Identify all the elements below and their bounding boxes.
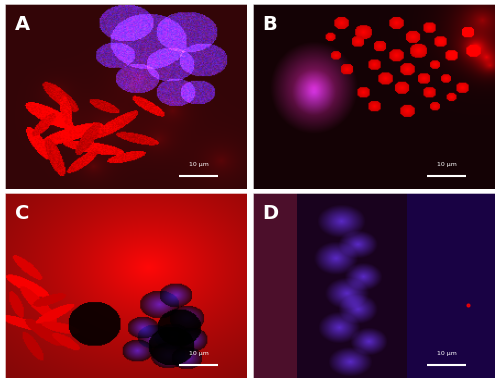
- Text: 10 μm: 10 μm: [188, 162, 208, 167]
- Text: 10 μm: 10 μm: [436, 351, 456, 356]
- Text: 10 μm: 10 μm: [436, 162, 456, 167]
- Text: C: C: [14, 204, 29, 223]
- Text: D: D: [262, 204, 279, 223]
- Text: B: B: [262, 15, 278, 34]
- Text: A: A: [14, 15, 30, 34]
- Text: 10 μm: 10 μm: [188, 351, 208, 356]
